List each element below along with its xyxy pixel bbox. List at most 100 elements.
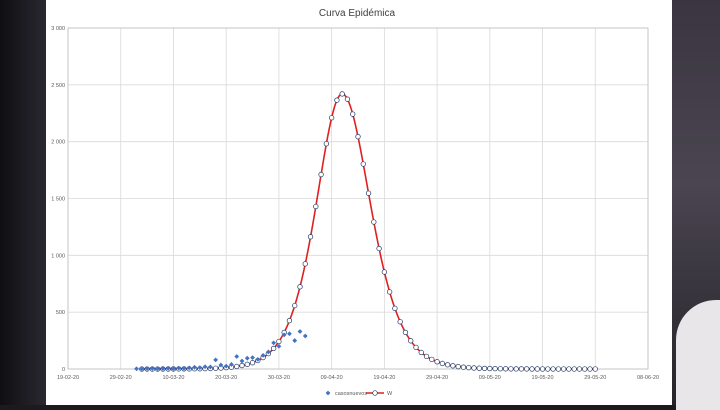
series-w-points (139, 91, 598, 372)
series-casosnuevos-point (171, 366, 176, 372)
series-casosnuevos-point (265, 349, 271, 355)
series-casosnuevos-point (186, 365, 192, 371)
series-w-point (539, 366, 546, 372)
series-w-point (334, 97, 340, 103)
y-tick-label: 2 000 (51, 140, 65, 146)
series-casosnuevos-point (197, 365, 203, 371)
x-tick-label: 19-02-20 (57, 375, 79, 381)
background-object (676, 300, 720, 410)
series-w-point (466, 364, 472, 371)
series-w-point (534, 366, 540, 372)
series-casosnuevos-point (281, 332, 287, 338)
series-w-point (460, 364, 467, 370)
series-casosnuevos-point (134, 366, 139, 372)
x-tick-label: 30-03-20 (268, 375, 290, 381)
series-w-point (444, 362, 451, 368)
series-casosnuevos-point (229, 362, 234, 367)
legend-marker-casosnuevos (325, 390, 331, 396)
x-tick-label: 09-05-20 (479, 375, 501, 381)
series-casosnuevos-point (176, 365, 182, 371)
chart-panel: Curva Epidémica 0 500 1 000 1 500 2 000 2 500… (46, 0, 672, 405)
series-w-point (450, 363, 456, 369)
series-w-point (492, 366, 498, 372)
series-casosnuevos-point (218, 362, 224, 368)
series-casosnuevos-point (213, 357, 219, 363)
x-tick-label: 08-06-20 (637, 375, 659, 381)
series-w-point (276, 338, 282, 345)
series-w-point (344, 96, 351, 102)
series-w-point (307, 234, 314, 240)
series-w-point (397, 319, 403, 325)
series-w-point (323, 141, 330, 147)
background-left (0, 0, 46, 405)
series-casosnuevos-point (223, 363, 229, 369)
series-w-point (350, 111, 356, 117)
y-tick-label: 1 500 (51, 197, 65, 203)
x-tick-label: 29-04-20 (426, 375, 448, 381)
legend-item-w: W (366, 390, 393, 397)
series-w-point (571, 366, 577, 372)
series-w-point (592, 366, 598, 372)
series-casosnuevos-point (139, 366, 145, 372)
series-casosnuevos-point (207, 364, 213, 370)
series-w-point (423, 353, 430, 360)
series-casosnuevos-point (255, 356, 261, 362)
series-w-point (529, 366, 535, 372)
axes: 0 500 1 000 1 500 2 000 2 500 3 000 19-02-20 29-… (51, 26, 659, 381)
series-casosnuevos-point (202, 364, 208, 370)
series-w-point (545, 366, 551, 372)
series-casosnuevos-point (287, 331, 292, 337)
x-tick-label: 10-03-20 (162, 375, 184, 381)
x-tick-label: 09-04-20 (321, 375, 343, 381)
series-w-point (286, 317, 293, 324)
series-casosnuevos-point (276, 343, 282, 349)
x-tick-label: 20-03-20 (215, 375, 237, 381)
legend-label-w: W (387, 391, 393, 397)
y-tick-label: 2 500 (51, 83, 65, 89)
series-w-point (339, 91, 345, 97)
series-casosnuevos-point (155, 366, 161, 372)
series-w-point (408, 338, 414, 344)
x-tick-label: 29-02-20 (110, 375, 132, 381)
epidemic-chart: Curva Epidémica 0 500 1 000 1 500 2 000 2 500… (51, 8, 659, 397)
series-w-point (434, 359, 440, 365)
series-w-point (513, 366, 519, 372)
series-w-point (476, 365, 482, 371)
series-w-point (386, 289, 393, 295)
series-w-point (550, 366, 556, 372)
plot-area-border (67, 27, 649, 370)
series-w-point (212, 365, 219, 371)
legend-marker-w (372, 390, 378, 396)
series-casosnuevos-point (149, 366, 155, 371)
series-w-point (297, 284, 303, 290)
series-w-point (518, 366, 525, 372)
series-casosnuevos-point (297, 329, 303, 334)
series-w-point (270, 345, 277, 352)
series-w-point (508, 366, 514, 372)
series-w-point (355, 133, 361, 140)
chart-title: Curva Epidémica (319, 8, 396, 19)
series-casosnuevos-point (234, 354, 240, 359)
series-w-point (413, 344, 419, 351)
series-w-point (497, 366, 504, 372)
series-w-point (418, 349, 424, 356)
legend-item-casosnuevos: casosnuevos (325, 390, 367, 397)
series-w-point (524, 366, 530, 372)
series-w-point (555, 366, 562, 372)
series-w-point (439, 360, 446, 367)
series-w-point (502, 366, 509, 372)
series-w-point (582, 366, 588, 372)
legend-label-casosnuevos: casosnuevos (335, 391, 367, 397)
series-casosnuevos-point (250, 355, 255, 361)
series-casosnuevos-point (181, 366, 187, 371)
y-tick-label: 0 (62, 367, 65, 373)
series-casosnuevos-point (260, 352, 266, 358)
series-w-point (576, 366, 583, 372)
series-casosnuevos-point (271, 340, 277, 346)
series-w-point (587, 366, 593, 372)
series-w-point (234, 363, 240, 370)
series-w-curve (141, 93, 596, 370)
series-casosnuevos-point (144, 366, 150, 372)
series-w-point (429, 356, 435, 363)
series-w-point (455, 363, 461, 370)
